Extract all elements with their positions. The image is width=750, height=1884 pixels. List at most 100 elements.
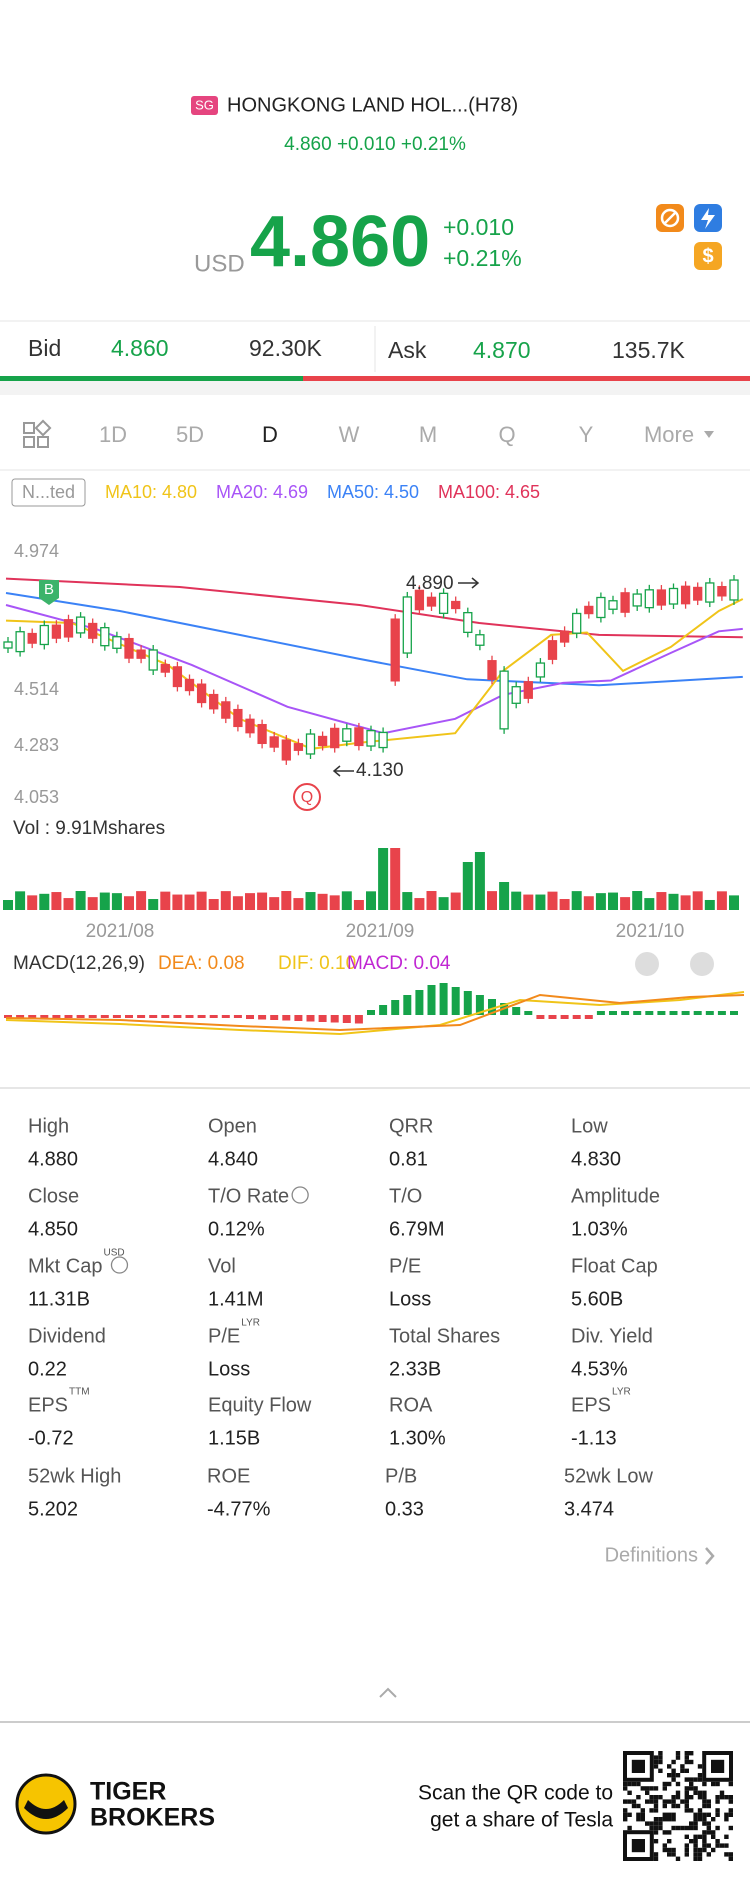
stat-value: -0.72	[28, 1427, 74, 1449]
qr-cell	[675, 1781, 681, 1787]
macd-bar	[330, 1015, 339, 1023]
qr-cell	[640, 1812, 645, 1817]
date-label: 2021/09	[346, 921, 415, 942]
ask-bar	[303, 376, 750, 381]
tab[interactable]: Y	[579, 422, 594, 447]
qr-cell	[653, 1755, 659, 1760]
qr-cell	[719, 1795, 725, 1800]
macd-dif: DIF: 0.10	[278, 953, 356, 974]
qr-cell	[680, 1799, 685, 1804]
qr-cell	[684, 1843, 689, 1848]
bid-label: Bid	[28, 335, 61, 361]
qr-cell	[671, 1852, 676, 1857]
qr-cell	[684, 1852, 689, 1857]
volume-bar	[293, 898, 304, 910]
volume-bar	[716, 891, 727, 910]
candle-body	[644, 589, 654, 609]
qr-cell	[684, 1755, 689, 1760]
macd-icon[interactable]	[635, 952, 659, 976]
volume-bar	[438, 897, 449, 910]
tab[interactable]: W	[339, 422, 360, 447]
volume-bar	[317, 893, 328, 910]
qr-finder	[623, 1830, 654, 1861]
qr-finder	[702, 1751, 734, 1782]
expand-caret[interactable]	[379, 1687, 397, 1698]
qr-cell	[653, 1825, 659, 1831]
info-icon[interactable]	[291, 1186, 309, 1204]
qr-cell	[671, 1795, 676, 1800]
volume-bar	[269, 897, 280, 910]
qr-cell	[680, 1825, 685, 1831]
grid-icon[interactable]	[23, 419, 52, 448]
mode-box[interactable]	[11, 478, 86, 507]
qr-cell	[623, 1799, 628, 1804]
stat-value: 4.840	[208, 1148, 258, 1170]
qr-cell	[693, 1852, 698, 1857]
qr-cell	[645, 1790, 650, 1795]
volume-bar	[414, 898, 425, 910]
qr-cell	[658, 1795, 663, 1800]
qr-cell	[702, 1799, 707, 1804]
low-marker-arrow	[332, 765, 354, 777]
candle-body	[426, 596, 437, 607]
macd-dea	[5, 993, 745, 1032]
definitions-link[interactable]: Definitions	[605, 1544, 698, 1566]
qr-cell	[702, 1817, 707, 1822]
macd-bar	[524, 1011, 533, 1015]
qr-cell	[702, 1812, 707, 1817]
info-icon[interactable]	[110, 1256, 129, 1274]
volume-bar	[3, 900, 13, 910]
macd-bar	[427, 985, 436, 1015]
qr-cell	[684, 1759, 689, 1765]
qr-cell	[689, 1821, 694, 1826]
qr-cell	[693, 1817, 698, 1822]
high-marker-arrow	[458, 577, 480, 589]
tab[interactable]: Q	[498, 422, 515, 447]
stat-label: Close	[28, 1185, 79, 1207]
qr-cell	[623, 1786, 628, 1791]
volume-bar	[535, 894, 546, 910]
qr-cell	[627, 1825, 632, 1831]
qr-cell	[658, 1768, 663, 1773]
tab[interactable]: More	[644, 422, 694, 447]
tab[interactable]: 5D	[176, 422, 204, 447]
macd-icon[interactable]	[690, 952, 714, 976]
tab[interactable]: 1D	[99, 422, 127, 447]
volume-bar	[583, 896, 594, 910]
qr-cell	[671, 1777, 676, 1782]
volume-bar	[680, 895, 691, 910]
stat-sup: USD	[103, 1248, 124, 1259]
qr-cell	[702, 1781, 707, 1787]
bid-size: 92.30K	[249, 335, 323, 361]
icon-part	[34, 419, 52, 437]
macd-bar	[403, 995, 412, 1015]
promo-line: Scan the QR code to	[418, 1782, 613, 1805]
qr-cell	[675, 1803, 681, 1809]
qr-cell	[693, 1821, 698, 1826]
candle-body	[463, 611, 473, 634]
tab[interactable]: M	[419, 422, 437, 447]
qr-cell	[640, 1786, 645, 1791]
qr-cell	[640, 1817, 645, 1822]
qr-cell	[680, 1764, 685, 1769]
qr-cell	[715, 1799, 720, 1804]
qr-cell	[724, 1834, 729, 1839]
macd-bar	[717, 1011, 726, 1015]
qr-cell	[680, 1768, 685, 1773]
qr-cell	[706, 1825, 711, 1831]
qr-cell	[706, 1843, 711, 1848]
macd-bar	[76, 1015, 85, 1018]
volume-bar	[39, 893, 50, 910]
market-badge-text: SG	[195, 97, 214, 112]
qr-cell	[715, 1781, 720, 1787]
macd-bar	[246, 1015, 254, 1019]
qr-cell	[649, 1799, 654, 1804]
qr-cell	[645, 1799, 650, 1804]
icon-dollar[interactable]	[694, 242, 722, 270]
tab[interactable]: D	[262, 422, 278, 447]
qr-cell	[653, 1764, 659, 1769]
stat-sup: LYR	[241, 1318, 260, 1329]
moving-average	[5, 592, 743, 687]
qr-cell	[706, 1852, 711, 1857]
volume-bar	[87, 897, 98, 910]
